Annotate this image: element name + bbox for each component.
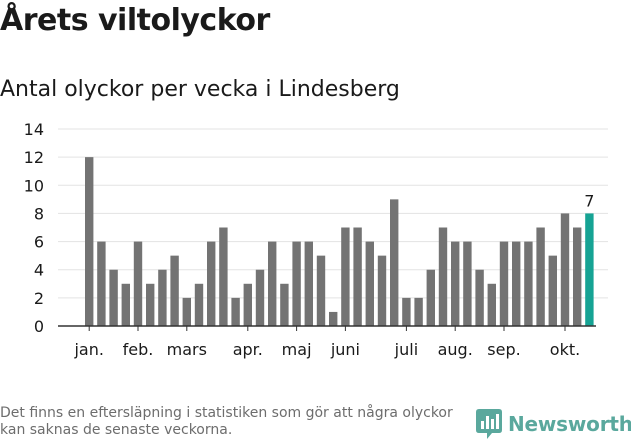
bar [268,241,277,326]
bar-chart: 0 2 4 6 8 10 12 14 7 jan. feb. mars apr. maj juni juli a… [24,120,608,359]
y-tick-label: 6 [34,233,44,252]
bar [207,241,216,326]
bar [548,255,557,326]
bar [402,297,411,326]
bar [560,213,570,326]
bar [426,269,435,326]
bar [353,227,362,326]
bar [146,283,155,326]
x-tick-label: juni [330,340,360,359]
bar [475,269,484,326]
bar [524,241,533,326]
bar [316,255,326,326]
chart-subtitle: Antal olyckor per vecka i Lindesberg [0,77,400,102]
bar-latest [585,213,594,326]
bar [109,269,118,326]
bar [304,241,313,326]
bar [170,255,179,326]
footnote: Det finns en eftersläpning i statistiken… [0,405,453,438]
bar [499,241,509,326]
bar [158,269,167,326]
bar [194,283,204,326]
bar [463,241,472,326]
x-tick-label: apr. [233,340,263,359]
y-tick-label: 10 [24,176,44,195]
bar [341,227,350,326]
y-tick-label: 14 [24,120,44,139]
x-tick-label: mars [167,340,207,359]
bar [97,241,106,326]
bar [280,283,289,326]
y-tick-label: 12 [24,148,44,167]
x-tick-label: aug. [438,340,473,359]
bar [438,227,448,326]
y-tick-label: 8 [34,204,44,223]
bar [133,241,143,326]
bar [573,227,582,326]
brand-name: Newsworthy [508,412,631,436]
bar [487,283,496,326]
bar [390,199,399,326]
bar [536,227,545,326]
bar [414,297,423,326]
bar [182,297,191,326]
bar [255,269,265,326]
bar [243,283,252,326]
latest-value-label: 7 [584,191,594,210]
x-tick-label: maj [282,340,312,359]
bar [121,283,130,326]
x-tick-label: juli [394,340,418,359]
newsworthy-logo-icon [476,409,502,439]
y-tick-label: 4 [34,261,44,280]
y-tick-label: 2 [34,289,44,308]
bar [231,297,240,326]
chart-title: Årets viltolyckor [0,3,270,38]
x-tick-label: sep. [487,340,520,359]
bar [365,241,374,326]
brand-logo: Newsworthy [476,408,631,440]
x-tick-label: okt. [550,340,580,359]
bar [512,241,521,326]
x-tick-label: feb. [123,340,154,359]
bar [85,157,94,326]
x-tick-label: jan. [73,340,103,359]
bar [292,241,301,326]
bar [329,311,338,326]
bar [219,227,228,326]
y-tick-label: 0 [34,317,44,336]
bar [377,255,387,326]
bar [451,241,460,326]
